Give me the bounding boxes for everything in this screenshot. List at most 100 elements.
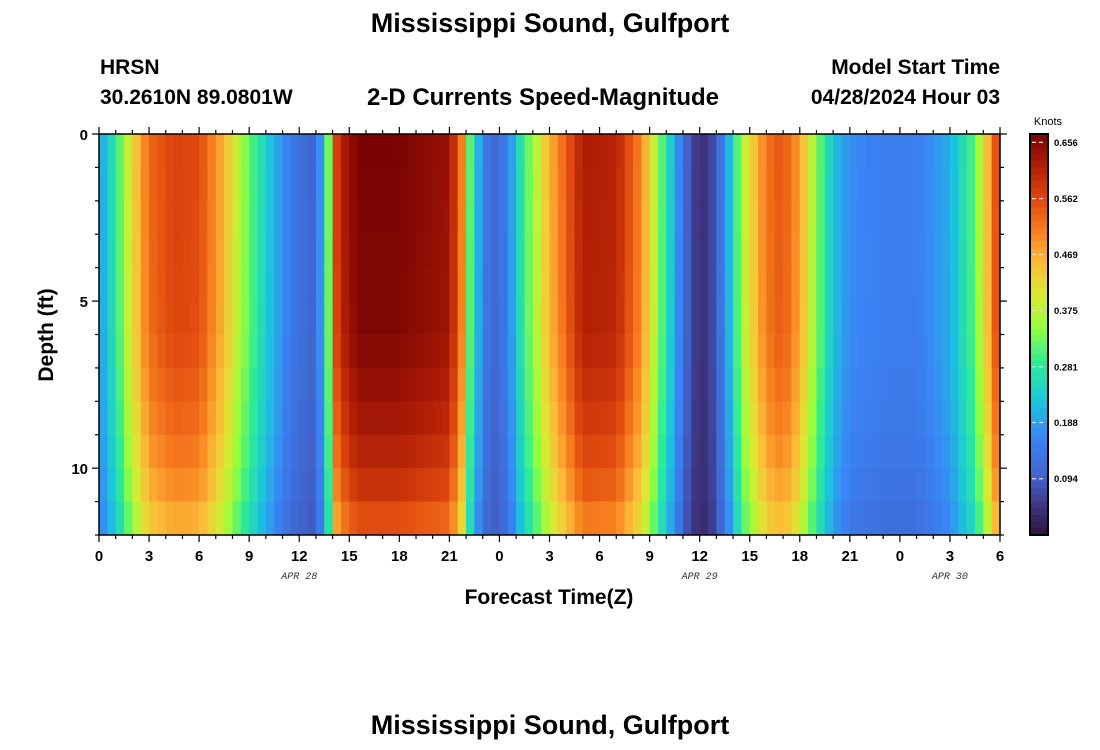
heatmap-cell — [783, 501, 793, 535]
heatmap-cell — [240, 234, 250, 269]
heatmap-cell — [399, 401, 409, 436]
heatmap-cell — [507, 367, 517, 402]
heatmap-cell — [708, 167, 717, 202]
heatmap-cell — [382, 234, 392, 269]
heatmap-cell — [682, 434, 692, 469]
station-coordinates: 30.2610N 89.0801W — [100, 86, 293, 109]
heatmap-cell — [290, 334, 300, 369]
heatmap-cell — [349, 367, 359, 402]
heatmap-cell — [666, 134, 676, 169]
heatmap-cell — [849, 501, 859, 535]
heatmap-cell — [507, 301, 517, 336]
heatmap-cell — [599, 401, 609, 436]
colorbar-band — [1030, 461, 1048, 469]
heatmap-cell — [766, 301, 776, 336]
heatmap-cell — [207, 167, 217, 202]
heatmap-cell — [157, 334, 167, 369]
heatmap-cell — [591, 468, 601, 503]
colorbar-band — [1030, 154, 1048, 162]
heatmap-cell — [808, 434, 818, 469]
heatmap-cell — [966, 367, 976, 402]
heatmap-cell — [182, 134, 192, 169]
heatmap-cell — [124, 434, 133, 469]
colorbar-band — [1030, 274, 1048, 282]
heatmap-cell — [733, 200, 742, 235]
heatmap-cell — [966, 501, 976, 535]
heatmap-cell — [516, 334, 526, 369]
heatmap-cell — [115, 301, 125, 336]
heatmap-cell — [808, 234, 818, 269]
heatmap-cell — [657, 434, 667, 469]
heatmap-cell — [315, 367, 325, 402]
heatmap-cell — [966, 267, 976, 302]
heatmap-cell — [991, 234, 1000, 269]
heatmap-cell — [524, 301, 534, 336]
heatmap-cell — [916, 401, 926, 436]
heatmap-cell — [833, 167, 843, 202]
heatmap-cell — [991, 434, 1000, 469]
heatmap-cell — [724, 200, 734, 235]
heatmap-cell — [924, 301, 934, 336]
heatmap-cell — [891, 234, 901, 269]
heatmap-cell — [991, 334, 1000, 369]
heatmap-cell — [649, 200, 659, 235]
heatmap-cell — [132, 167, 142, 202]
heatmap-cell — [724, 367, 734, 402]
heatmap-cell — [416, 334, 425, 369]
heatmap-cell — [883, 301, 893, 336]
x-tick-label: 18 — [391, 548, 408, 565]
heatmap-cell — [315, 267, 325, 302]
heatmap-cell — [816, 367, 826, 402]
heatmap-cell — [916, 434, 926, 469]
heatmap-cell — [182, 468, 192, 503]
heatmap-cell — [215, 267, 225, 302]
heatmap-cell — [966, 134, 976, 169]
heatmap-cell — [124, 134, 133, 169]
heatmap-cell — [365, 267, 375, 302]
heatmap-cell — [649, 401, 659, 436]
heatmap-cell — [541, 267, 551, 302]
heatmap-cell — [716, 401, 726, 436]
heatmap-cell — [441, 468, 450, 503]
heatmap-cell — [883, 501, 893, 535]
heatmap-cell — [549, 434, 559, 469]
heatmap-cell — [649, 334, 659, 369]
heatmap-cell — [332, 367, 342, 402]
heatmap-cell — [649, 501, 659, 535]
heatmap-cell — [441, 267, 450, 302]
colorbar-band — [1030, 147, 1048, 155]
heatmap-cell — [758, 200, 767, 235]
heatmap-cell — [741, 301, 751, 336]
heatmap-cell — [474, 301, 484, 336]
heatmap-cell — [182, 367, 192, 402]
heatmap-cell — [883, 267, 893, 302]
heatmap-cell — [783, 167, 793, 202]
heatmap-cell — [257, 267, 267, 302]
heatmap-cell — [124, 468, 133, 503]
heatmap-cell — [991, 267, 1000, 302]
heatmap-cell — [390, 401, 400, 436]
heatmap-cell — [816, 334, 826, 369]
heatmap-cell — [449, 200, 459, 235]
heatmap-cell — [190, 434, 200, 469]
heatmap-cell — [307, 200, 317, 235]
heatmap-cell — [966, 234, 976, 269]
heatmap-cell — [107, 468, 117, 503]
heatmap-cell — [199, 167, 209, 202]
colorbar-tick-label: 0.469 — [1054, 250, 1078, 261]
heatmap-cell — [941, 234, 951, 269]
heatmap-cell — [674, 334, 684, 369]
heatmap-cell — [491, 301, 501, 336]
heatmap-cell — [549, 401, 559, 436]
heatmap-cell — [449, 501, 459, 535]
heatmap-cell — [716, 468, 726, 503]
heatmap-cell — [774, 367, 784, 402]
heatmap-cell — [799, 134, 809, 169]
heatmap-cell — [232, 401, 242, 436]
heatmap-cell — [733, 334, 742, 369]
heatmap-cell — [507, 468, 517, 503]
heatmap-cell — [516, 401, 526, 436]
colorbar-band — [1030, 354, 1048, 362]
heatmap-cell — [340, 434, 350, 469]
heatmap-cell — [357, 401, 367, 436]
